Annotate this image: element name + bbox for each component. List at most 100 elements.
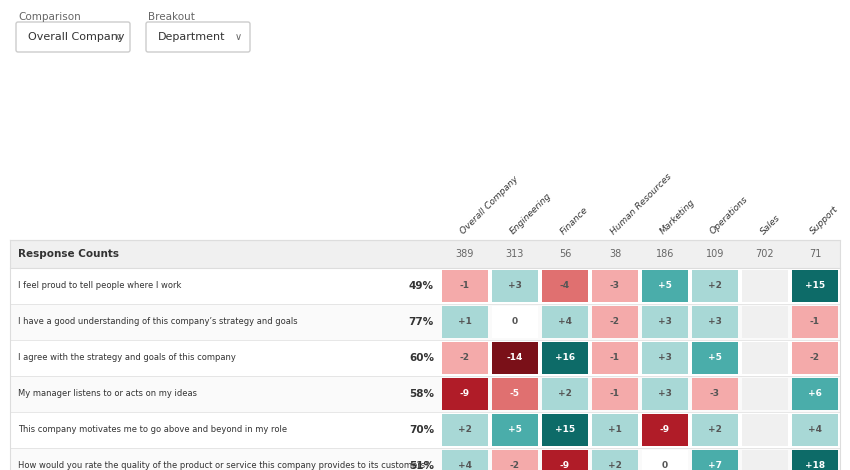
Text: +3: +3	[658, 353, 672, 362]
Text: +4: +4	[458, 462, 472, 470]
Bar	[442, 378, 488, 410]
Bar	[692, 342, 738, 374]
Bar	[692, 306, 738, 338]
Bar	[642, 450, 688, 470]
Bar	[592, 342, 638, 374]
Bar	[592, 414, 638, 446]
Text: +3: +3	[658, 318, 672, 327]
Text: -1: -1	[460, 282, 470, 290]
Bar	[792, 270, 838, 302]
Text: +3: +3	[708, 318, 722, 327]
Text: ∨: ∨	[115, 32, 122, 42]
Bar	[592, 306, 638, 338]
Bar	[10, 340, 840, 376]
Text: -3: -3	[610, 282, 620, 290]
Text: My manager listens to or acts on my ideas: My manager listens to or acts on my idea…	[18, 390, 197, 399]
Bar	[692, 270, 738, 302]
FancyBboxPatch shape	[16, 22, 130, 52]
Bar	[542, 378, 588, 410]
Bar	[792, 378, 838, 410]
Text: -9: -9	[660, 425, 670, 434]
Text: 58%: 58%	[409, 389, 434, 399]
Text: 49%: 49%	[409, 281, 434, 291]
Text: +2: +2	[708, 425, 722, 434]
Bar	[742, 450, 788, 470]
Text: +1: +1	[608, 425, 622, 434]
Bar	[792, 450, 838, 470]
Bar	[642, 378, 688, 410]
Bar	[742, 306, 788, 338]
Text: This company motivates me to go above and beyond in my role: This company motivates me to go above an…	[18, 425, 287, 434]
Bar	[492, 450, 538, 470]
Bar	[592, 378, 638, 410]
Text: -2: -2	[610, 318, 620, 327]
Bar	[442, 342, 488, 374]
Bar	[742, 414, 788, 446]
Text: 38: 38	[609, 249, 621, 259]
Text: Human Resources: Human Resources	[609, 172, 673, 236]
Bar	[492, 270, 538, 302]
Bar	[442, 414, 488, 446]
Text: -3: -3	[710, 390, 720, 399]
Text: +16: +16	[555, 353, 575, 362]
Text: Operations: Operations	[709, 195, 750, 236]
Bar	[742, 342, 788, 374]
Bar	[592, 270, 638, 302]
Bar	[10, 240, 840, 268]
Text: 77%: 77%	[409, 317, 434, 327]
Text: +3: +3	[508, 282, 522, 290]
Text: ∨: ∨	[235, 32, 241, 42]
Bar	[492, 306, 538, 338]
Text: +5: +5	[708, 353, 722, 362]
Text: Overall Company: Overall Company	[28, 32, 124, 42]
Bar	[10, 304, 840, 340]
Bar	[692, 378, 738, 410]
Bar	[10, 376, 840, 412]
Text: Comparison: Comparison	[18, 12, 81, 22]
Text: -2: -2	[510, 462, 520, 470]
Text: +4: +4	[558, 318, 572, 327]
Bar	[642, 270, 688, 302]
Text: +15: +15	[805, 282, 825, 290]
Text: Marketing: Marketing	[659, 198, 697, 236]
Bar	[542, 414, 588, 446]
Bar	[642, 414, 688, 446]
Text: I agree with the strategy and goals of this company: I agree with the strategy and goals of t…	[18, 353, 235, 362]
Text: I have a good understanding of this company’s strategy and goals: I have a good understanding of this comp…	[18, 318, 298, 327]
Text: +2: +2	[608, 462, 622, 470]
Bar	[442, 450, 488, 470]
Bar	[492, 378, 538, 410]
Bar	[542, 342, 588, 374]
Bar	[692, 414, 738, 446]
Text: +15: +15	[555, 425, 575, 434]
Text: +6: +6	[808, 390, 822, 399]
Bar	[10, 268, 840, 304]
Text: 389: 389	[456, 249, 474, 259]
Text: 60%: 60%	[409, 353, 434, 363]
Text: Sales: Sales	[759, 212, 782, 236]
Text: -14: -14	[507, 353, 524, 362]
Text: -1: -1	[610, 353, 620, 362]
Text: -4: -4	[560, 282, 570, 290]
Text: 71: 71	[809, 249, 821, 259]
Text: 70%: 70%	[409, 425, 434, 435]
Bar	[792, 414, 838, 446]
Text: Department: Department	[158, 32, 225, 42]
Bar	[10, 412, 840, 448]
Bar	[692, 450, 738, 470]
Text: -2: -2	[810, 353, 820, 362]
Text: +3: +3	[658, 390, 672, 399]
Text: 313: 313	[506, 249, 524, 259]
Text: +5: +5	[508, 425, 522, 434]
Text: -9: -9	[460, 390, 470, 399]
FancyBboxPatch shape	[146, 22, 250, 52]
Text: +7: +7	[708, 462, 722, 470]
Text: Support: Support	[808, 204, 841, 236]
Bar	[792, 306, 838, 338]
Bar	[742, 270, 788, 302]
Bar	[542, 306, 588, 338]
Text: +5: +5	[658, 282, 672, 290]
Text: +4: +4	[808, 425, 822, 434]
Text: +2: +2	[558, 390, 572, 399]
Text: 109: 109	[706, 249, 724, 259]
